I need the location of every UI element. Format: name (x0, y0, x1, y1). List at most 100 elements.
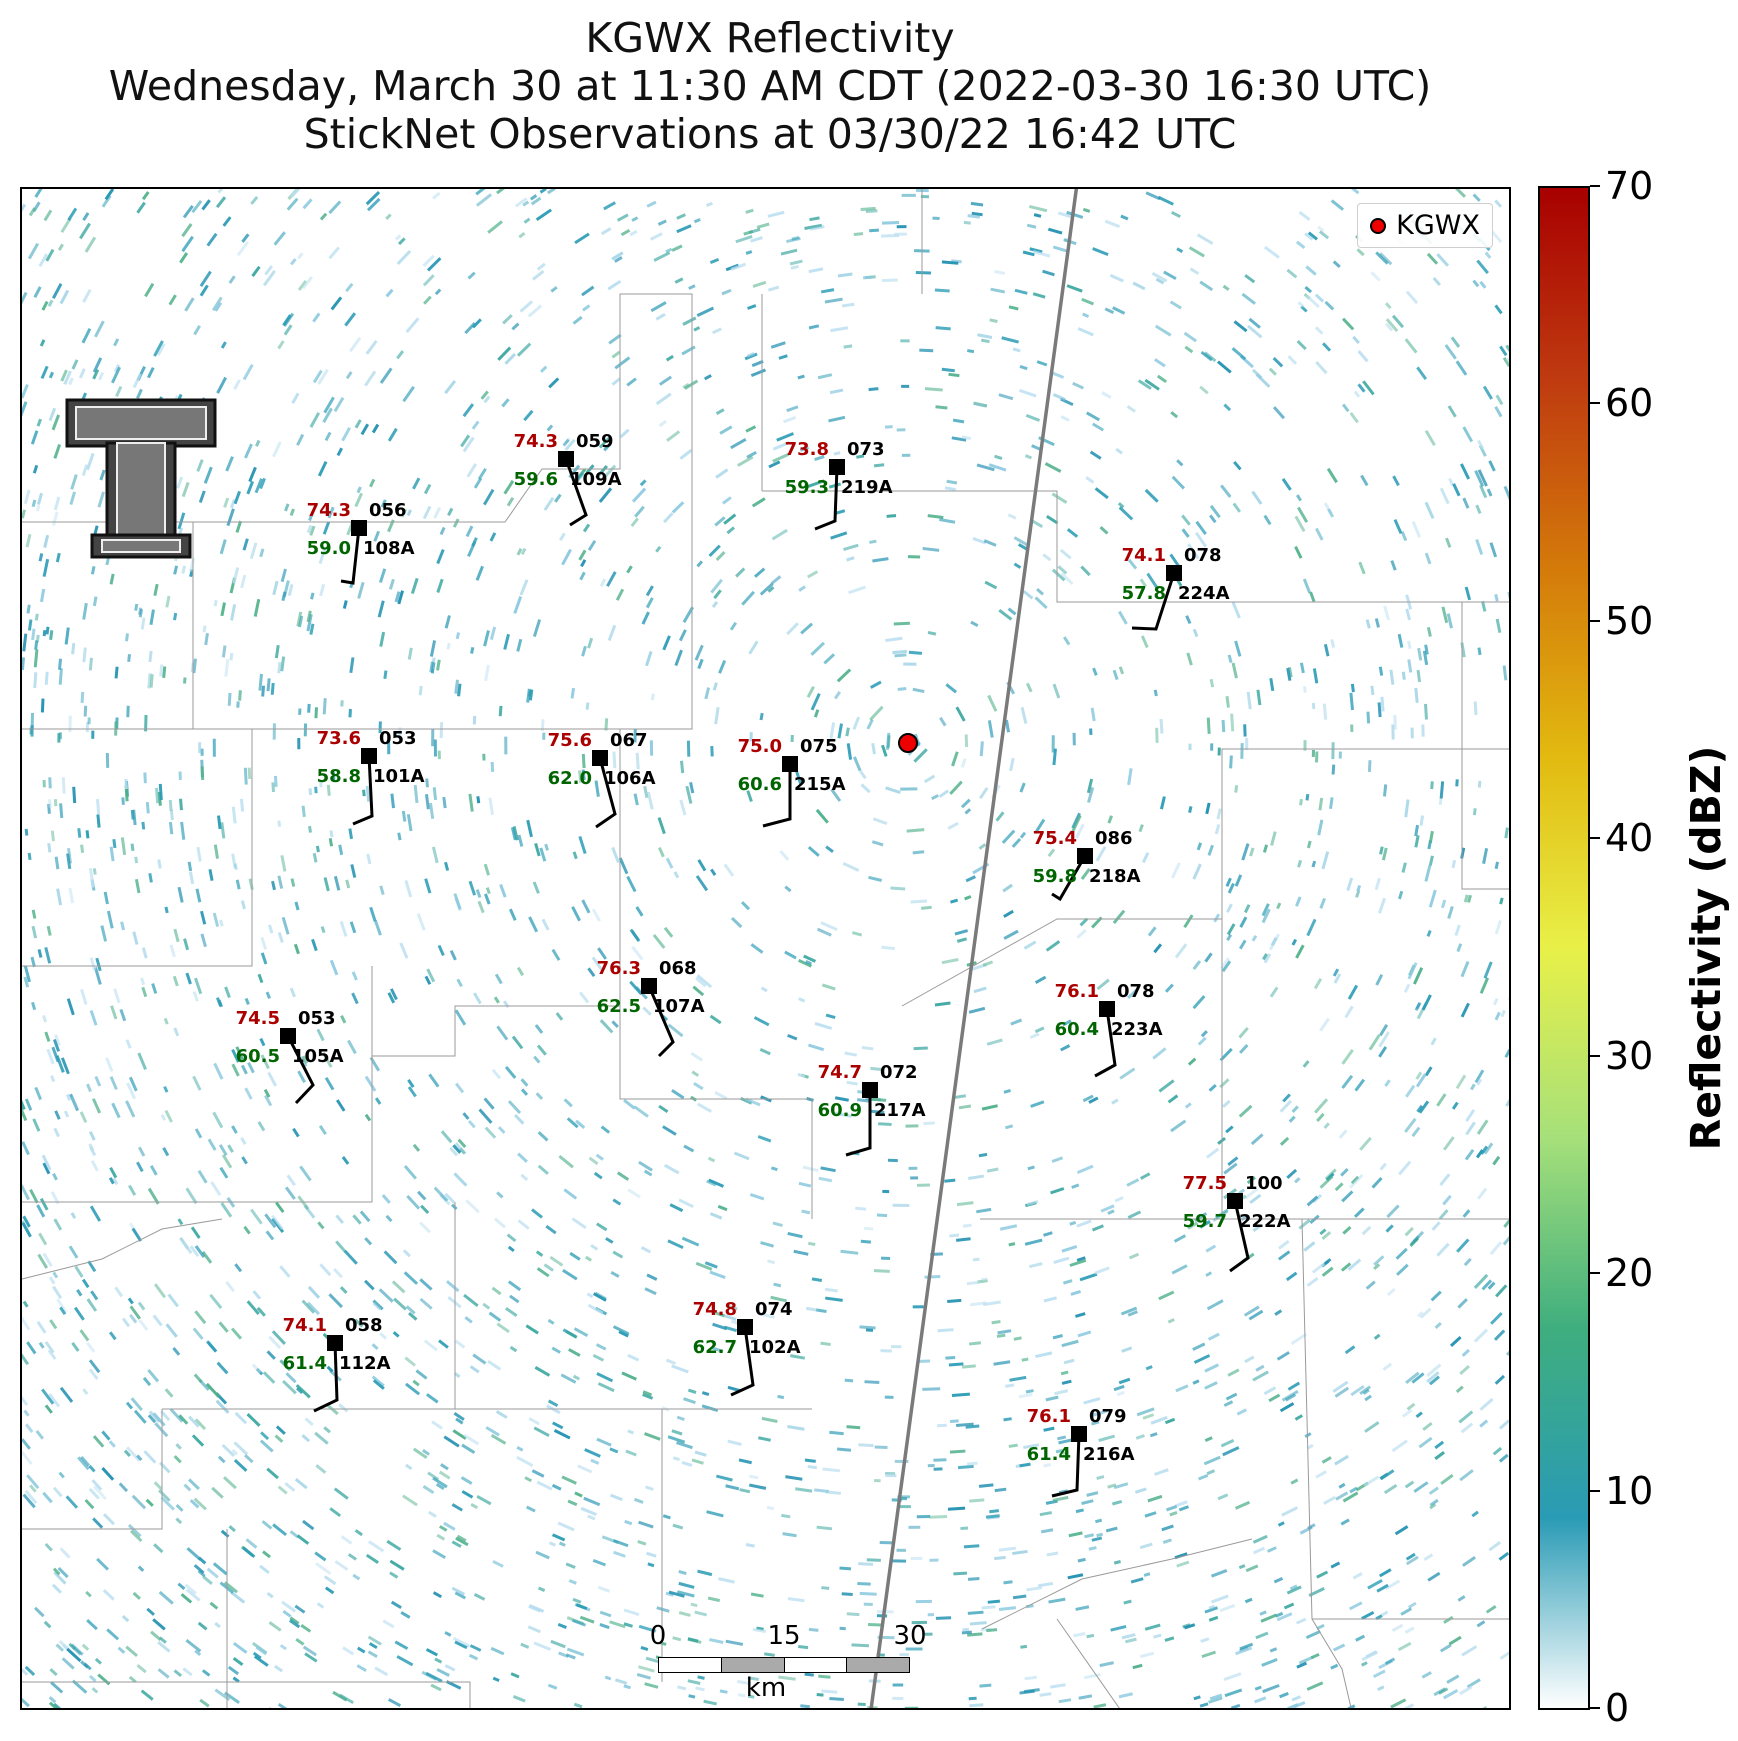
echo-speckle (1283, 1602, 1295, 1610)
echo-speckle (102, 1589, 115, 1601)
echo-speckle (1460, 463, 1471, 480)
echo-speckle (1226, 923, 1236, 936)
echo-speckle (1192, 995, 1206, 1010)
echo-speckle (1066, 210, 1084, 219)
echo-speckle (603, 201, 617, 211)
echo-speckle (1184, 345, 1194, 354)
echo-speckle (627, 1429, 635, 1435)
echo-speckle (1286, 1168, 1298, 1179)
echo-speckle (809, 225, 825, 231)
echo-speckle (373, 920, 382, 936)
echo-speckle (308, 788, 313, 796)
echo-speckle (185, 972, 192, 985)
echo-speckle (98, 371, 105, 381)
echo-speckle (1076, 1219, 1092, 1228)
echo-speckle (215, 1399, 230, 1414)
echo-speckle (460, 434, 471, 448)
echo-speckle (1247, 324, 1263, 339)
echo-speckle (212, 738, 216, 757)
echo-speckle (126, 1082, 136, 1100)
echo-speckle (400, 508, 408, 518)
echo-speckle (227, 1665, 239, 1676)
echo-speckle (318, 548, 327, 564)
echo-speckle (312, 312, 321, 323)
echo-speckle (1009, 1375, 1027, 1382)
echo-speckle (1062, 1450, 1069, 1456)
echo-speckle (456, 1534, 467, 1543)
echo-speckle (1505, 344, 1509, 359)
echo-speckle (365, 1553, 379, 1564)
echo-speckle (112, 838, 117, 849)
echo-speckle (246, 1300, 260, 1315)
echo-speckle (52, 1038, 61, 1052)
echo-speckle (1395, 1247, 1408, 1260)
echo-speckle (1405, 1555, 1419, 1566)
echo-speckle (1204, 1381, 1218, 1390)
echo-speckle (1463, 894, 1469, 903)
echo-speckle (22, 1694, 30, 1708)
echo-speckle (1479, 484, 1488, 499)
echo-speckle (988, 463, 1007, 472)
station-marker (558, 451, 574, 467)
echo-speckle (1052, 1495, 1069, 1502)
echo-speckle (695, 875, 709, 892)
echo-speckle (874, 1445, 888, 1450)
echo-speckle (939, 716, 947, 727)
echo-speckle (374, 1097, 382, 1105)
echo-speckle (104, 189, 115, 201)
echo-speckle (1487, 1281, 1496, 1290)
echo-speckle (671, 1089, 685, 1100)
echo-speckle (472, 715, 477, 725)
echo-speckle (1481, 1279, 1493, 1291)
echo-speckle (343, 1249, 358, 1265)
station-id-label: 223A (1111, 1019, 1163, 1040)
echo-speckle (818, 1176, 833, 1183)
echo-speckle (1127, 1210, 1142, 1219)
echo-speckle (825, 1490, 842, 1495)
echo-speckle (1447, 906, 1454, 919)
echo-speckle (54, 856, 60, 870)
temperature-label: 74.5 (236, 1008, 280, 1029)
echo-speckle (537, 1586, 546, 1592)
echo-speckle (1376, 1583, 1389, 1593)
echo-speckle (1411, 1372, 1425, 1384)
echo-speckle (1246, 1176, 1256, 1185)
echo-speckle (173, 1669, 183, 1677)
echo-speckle (379, 631, 386, 647)
station-id-label: 106A (604, 768, 656, 789)
echo-speckle (221, 1154, 233, 1169)
echo-speckle (1070, 1290, 1082, 1296)
echo-speckle (499, 883, 507, 898)
echo-speckle (354, 419, 362, 429)
echo-speckle (101, 1430, 111, 1441)
echo-speckle (1227, 1156, 1239, 1166)
echo-speckle (328, 1293, 343, 1309)
echo-speckle (53, 799, 58, 807)
echo-speckle (333, 1267, 343, 1279)
echo-speckle (665, 1358, 677, 1365)
radar-map[interactable]: 74.3 059 59.6 109A 73.8 073 59.3 219A 74.3 056 59.… (20, 187, 1511, 1710)
echo-speckle (1005, 1124, 1014, 1130)
echo-speckle (277, 931, 284, 944)
echo-speckle (143, 1450, 157, 1464)
echo-speckle (752, 280, 767, 288)
echo-speckle (391, 1280, 406, 1294)
echo-speckle (912, 1305, 924, 1309)
echo-speckle (216, 376, 227, 394)
